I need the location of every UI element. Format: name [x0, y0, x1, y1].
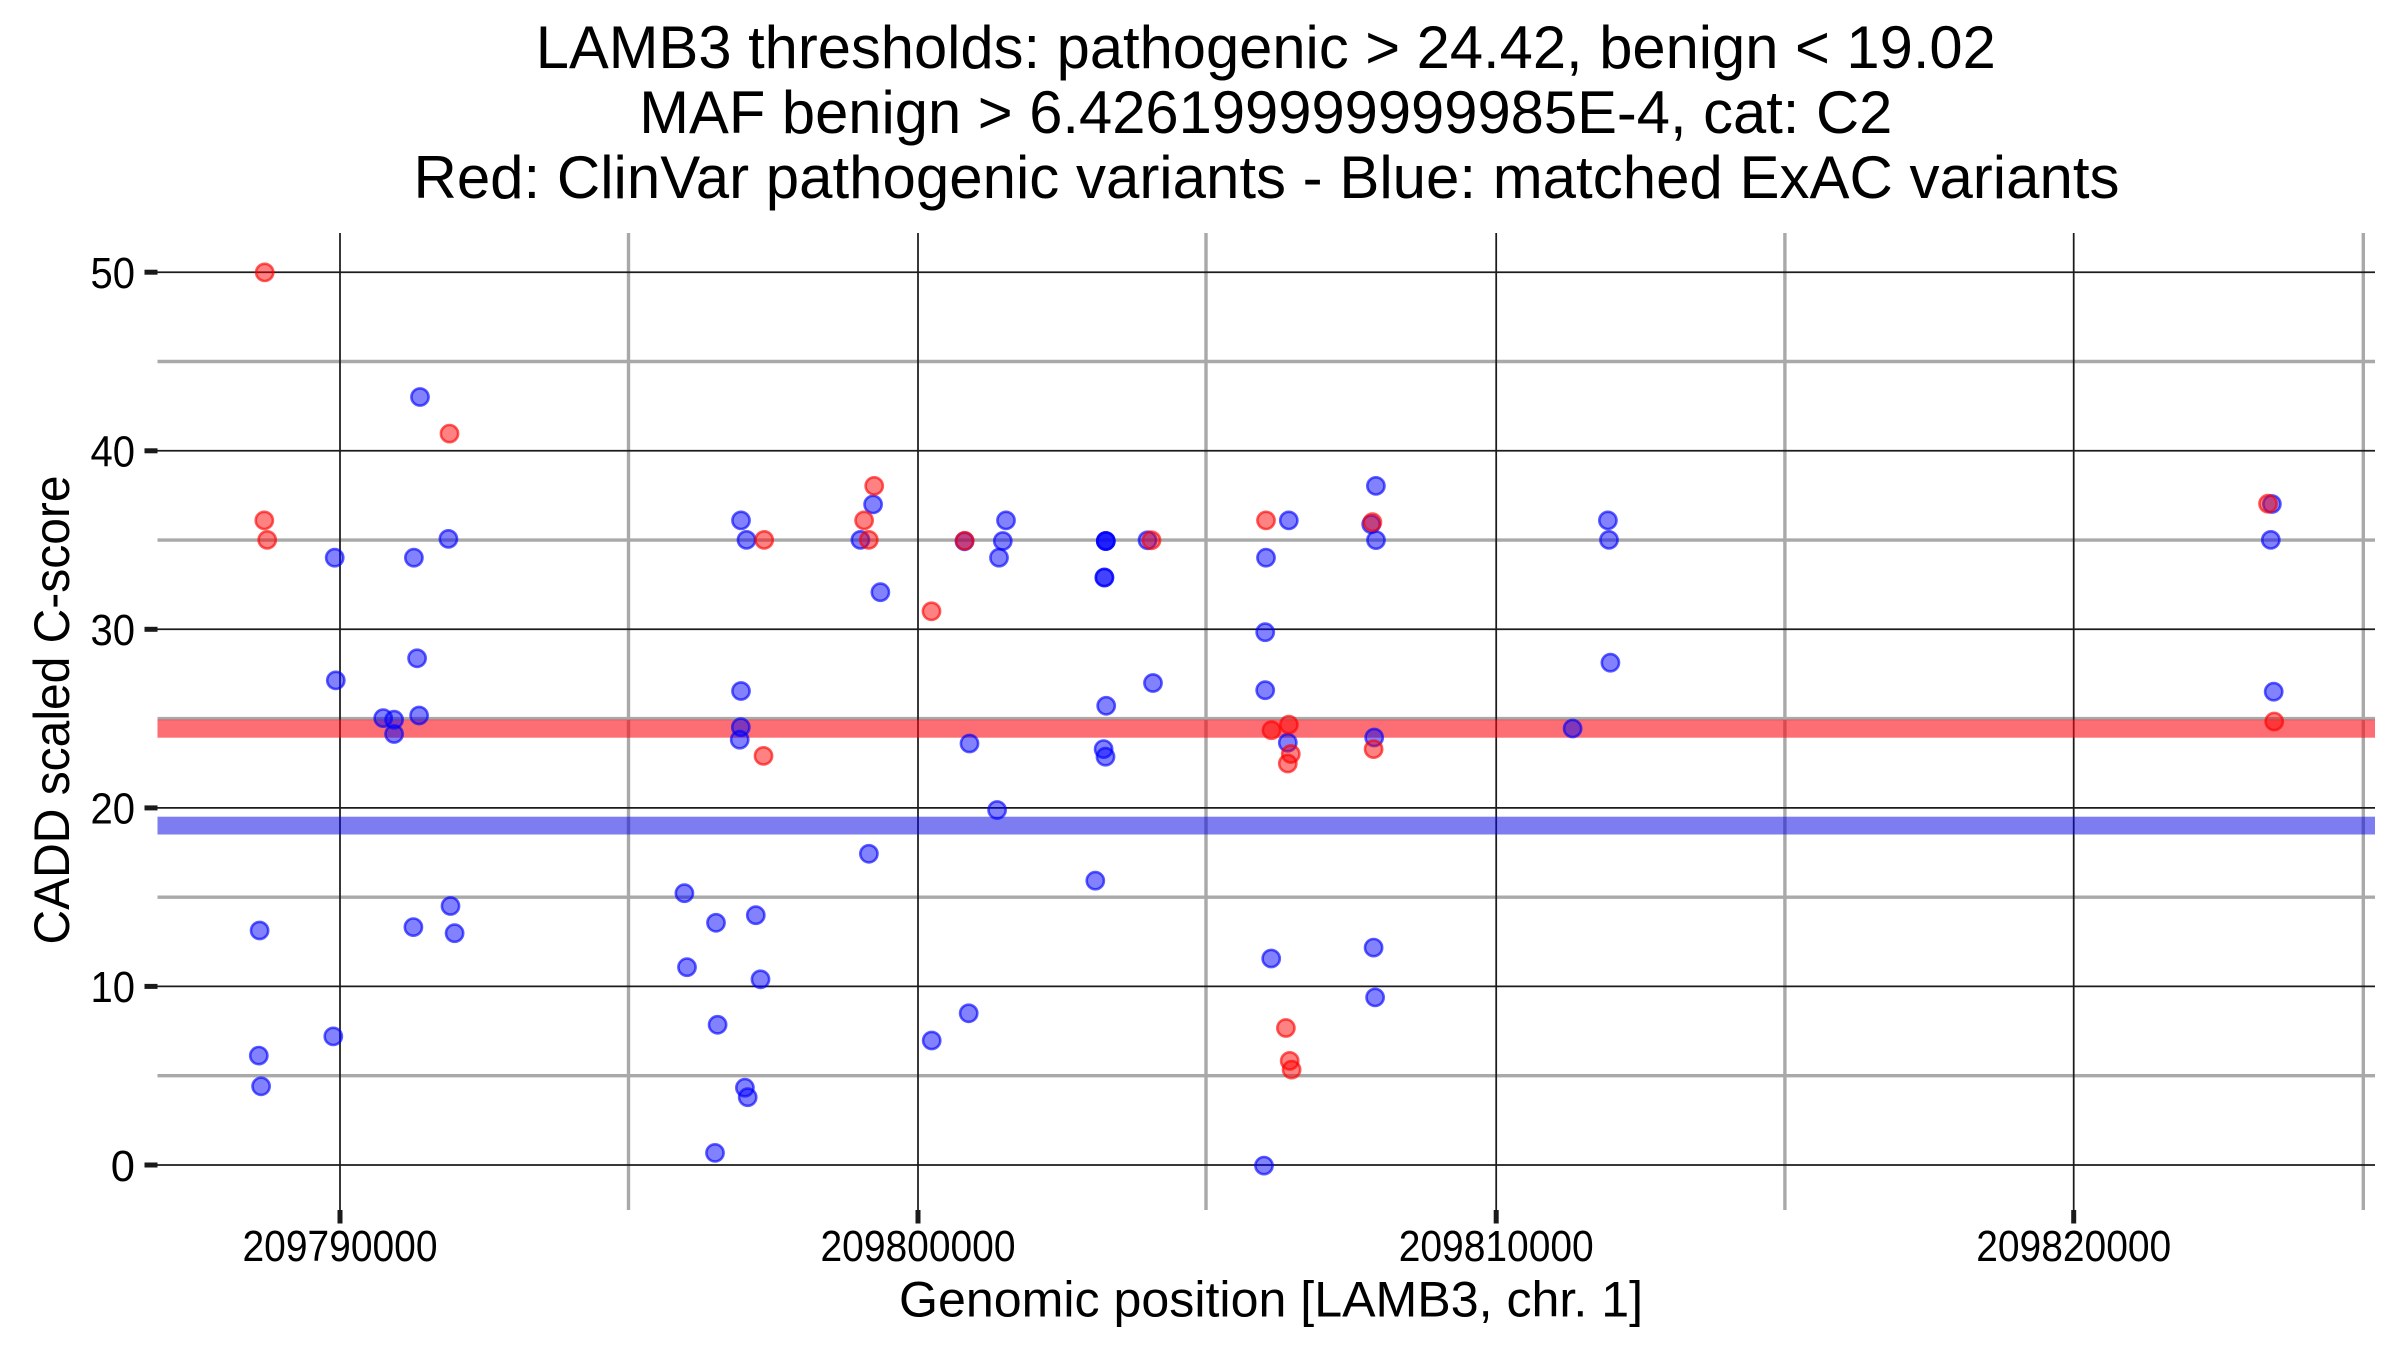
- svg-text:Red: ClinVar pathogenic varian: Red: ClinVar pathogenic variants - Blue:…: [414, 143, 2120, 211]
- svg-text:10: 10: [91, 964, 136, 1012]
- svg-text:0: 0: [111, 1143, 135, 1191]
- svg-text:209810000: 209810000: [1399, 1223, 1594, 1271]
- svg-text:20: 20: [91, 786, 136, 834]
- svg-text:50: 50: [91, 250, 136, 298]
- svg-text:30: 30: [91, 607, 136, 655]
- svg-text:MAF benign > 6.426199999999985: MAF benign > 6.426199999999985E-4, cat: …: [639, 78, 1892, 146]
- svg-text:CADD scaled C-score: CADD scaled C-score: [23, 476, 80, 945]
- svg-text:209820000: 209820000: [1976, 1223, 2171, 1271]
- svg-text:40: 40: [91, 429, 136, 477]
- svg-text:209790000: 209790000: [243, 1223, 438, 1271]
- svg-text:LAMB3 thresholds: pathogenic >: LAMB3 thresholds: pathogenic > 24.42, be…: [536, 13, 1996, 81]
- svg-text:Genomic position [LAMB3, chr.: Genomic position [LAMB3, chr. 1]: [899, 1271, 1643, 1328]
- svg-text:209800000: 209800000: [821, 1223, 1016, 1271]
